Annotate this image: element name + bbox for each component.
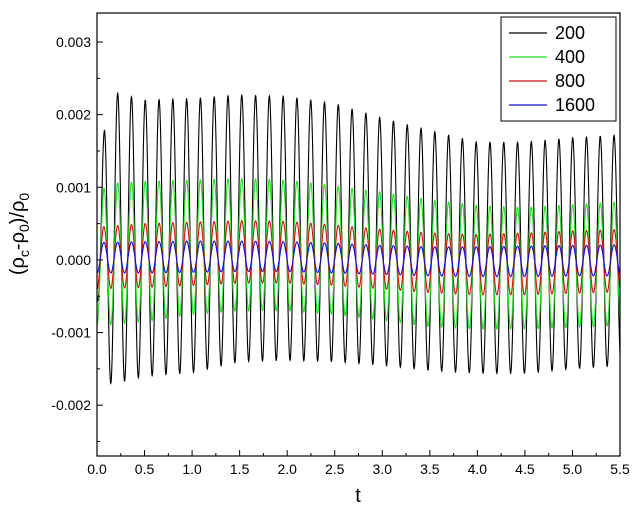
legend: 200 400 800 1600: [500, 16, 617, 122]
legend-label: 800: [555, 71, 585, 91]
x-axis: 0.0 0.5 1.0 1.5 2.0 2.5 3.0 3.5 4.0 4.5 5.0 5.5: [87, 450, 630, 477]
series-line-200: [97, 91, 620, 385]
x-tick-label: 0.5: [135, 461, 155, 477]
x-tick-label: 1.0: [182, 461, 202, 477]
series-line-1600: [97, 240, 620, 278]
x-tick-label: 4.5: [515, 461, 535, 477]
x-tick-label: 5.5: [610, 461, 630, 477]
legend-label: 400: [555, 47, 585, 67]
series-line-800: [97, 220, 620, 296]
series-layer: [97, 91, 620, 385]
y-axis-label: (ρc-ρ0)/ρ0: [7, 193, 32, 275]
x-tick-label: 2.5: [325, 461, 345, 477]
y-tick-label: 0.002: [56, 107, 91, 123]
x-tick-label: 3.0: [373, 461, 393, 477]
series-line-400: [97, 177, 620, 330]
x-axis-label: t: [355, 485, 361, 507]
x-tick-label: 1.5: [230, 461, 250, 477]
y-tick-label: 0.001: [56, 179, 91, 195]
legend-label: 1600: [555, 95, 595, 115]
y-tick-label: -0.002: [51, 397, 91, 413]
x-tick-label: 3.5: [420, 461, 440, 477]
x-tick-label: 4.0: [468, 461, 488, 477]
svg-text:(ρc-ρ0)/ρ0: (ρc-ρ0)/ρ0: [7, 193, 32, 275]
x-tick-label: 2.0: [277, 461, 297, 477]
x-tick-label: 0.0: [87, 461, 107, 477]
legend-label: 200: [555, 23, 585, 43]
y-tick-label: -0.001: [51, 325, 91, 341]
y-axis: -0.002 -0.001 0.000 0.001 0.002 0.003: [51, 34, 103, 442]
legend-box: [500, 16, 617, 122]
y-tick-label: 0.003: [56, 34, 91, 50]
x-tick-label: 5.0: [563, 461, 583, 477]
y-tick-label: 0.000: [56, 252, 91, 268]
